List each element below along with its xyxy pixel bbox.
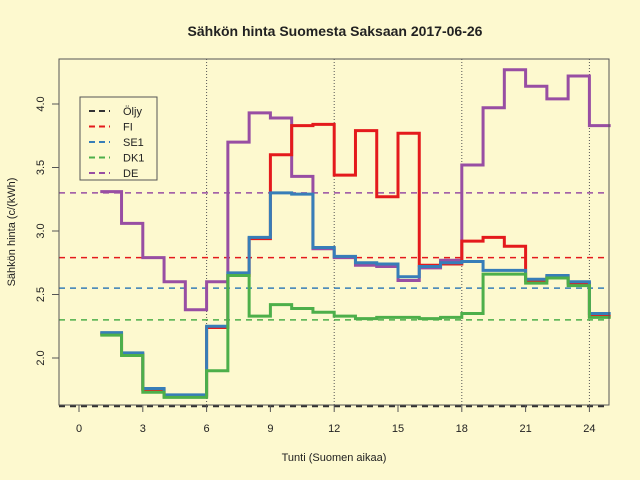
x-tick-label: 18	[456, 423, 468, 435]
legend-label-FI: FI	[123, 122, 133, 134]
legend-label-SE1: SE1	[123, 137, 144, 149]
y-tick-label: 3.5	[35, 160, 47, 175]
x-tick-label: 21	[519, 423, 531, 435]
x-tick-label: 6	[204, 423, 210, 435]
y-tick-label: 4.0	[35, 96, 47, 111]
legend: Öljy FI SE1 DK1 DE	[79, 96, 158, 181]
x-tick-label: 9	[267, 423, 273, 435]
y-tick-label: 2.0	[35, 350, 47, 365]
legend-box	[79, 96, 158, 181]
y-tick-label: 3.0	[35, 223, 47, 238]
x-tick-label: 3	[140, 423, 146, 435]
x-tick-label: 24	[583, 423, 595, 435]
y-tick-label: 2.5	[35, 287, 47, 302]
legend-label-DE: DE	[123, 168, 138, 180]
legend-label-Öljy: Öljy	[123, 106, 142, 118]
x-axis-label: Tunti (Suomen aikaa)	[282, 452, 387, 464]
series-DK1	[100, 272, 611, 399]
series-DE	[100, 68, 611, 312]
x-tick-label: 15	[392, 423, 404, 435]
legend-label-DK1: DK1	[123, 153, 144, 165]
axes: 0 3 6 9 12 15 18 21 24 2.0 2.5 3.0 3.5 4.0	[35, 58, 610, 435]
y-axis-label: Sähkön hinta (c/(kWh)	[6, 178, 18, 287]
series-SE1	[100, 191, 611, 397]
chart-title: Sähkön hinta Suomesta Saksaan 2017-06-26	[188, 23, 483, 39]
x-tick-label: 12	[328, 423, 340, 435]
x-tick-label: 0	[76, 423, 82, 435]
